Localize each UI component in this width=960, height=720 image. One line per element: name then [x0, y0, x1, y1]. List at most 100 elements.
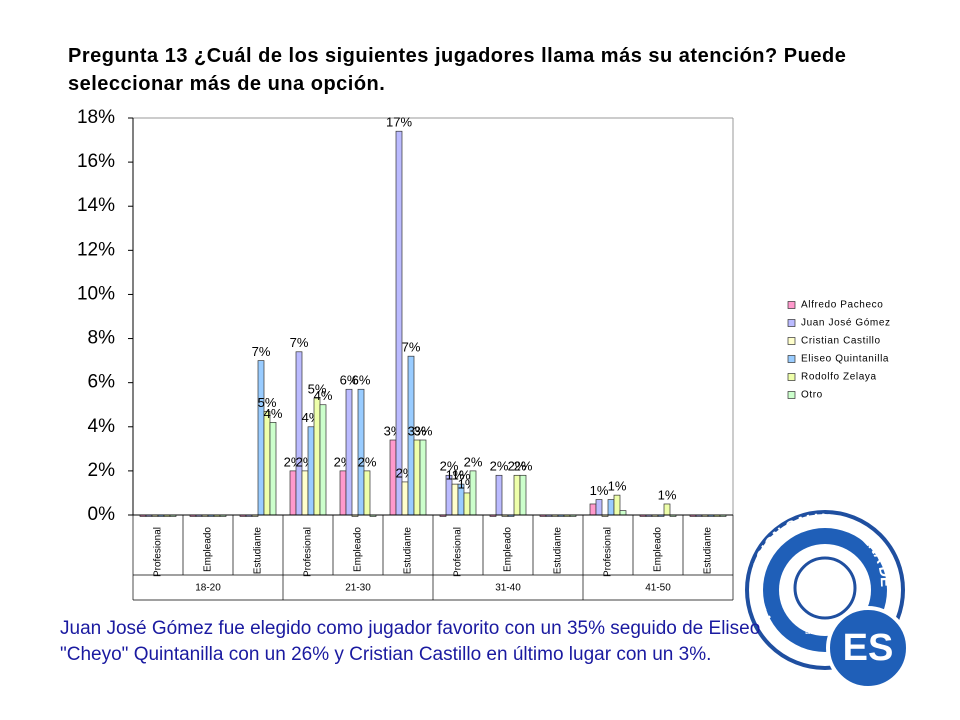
bar: [463, 492, 471, 516]
data-label: 1%: [452, 468, 471, 483]
bar: [595, 499, 603, 516]
bar: [513, 474, 521, 516]
data-label: 1%: [446, 468, 465, 483]
legend-label: Eliseo Quintanilla: [801, 354, 889, 365]
logo-ring-text: FEDERACION SALVADOREÑA DE FUTBOL: [0, 0, 894, 625]
group-label: 31-40: [495, 583, 521, 594]
group-label: 18-20: [195, 583, 221, 594]
legend-box: [780, 293, 910, 409]
y-tick-label: 10%: [77, 283, 115, 304]
y-tick-label: 2%: [88, 460, 116, 481]
bar: [313, 397, 321, 516]
data-label: 4%: [314, 388, 333, 403]
x-tick-label: Profesional: [153, 527, 164, 577]
bar: [301, 470, 309, 516]
x-tick-label: Empleado: [203, 527, 214, 572]
bar: [339, 470, 347, 516]
y-tick-label: 4%: [88, 416, 116, 437]
data-label: 2%: [490, 459, 509, 474]
data-label: 2%: [508, 459, 527, 474]
data-label: 7%: [252, 344, 271, 359]
data-label: 2%: [358, 454, 377, 469]
bar: [589, 503, 597, 516]
data-label: 2%: [514, 459, 533, 474]
legend-label: Cristian Castillo: [801, 336, 881, 347]
logo-ball: [793, 556, 857, 620]
data-label: 2%: [464, 454, 483, 469]
x-tick-label: Estudiante: [403, 527, 414, 575]
logo-initials: ES: [843, 627, 894, 669]
data-label: 6%: [340, 373, 359, 388]
data-label: 5%: [308, 382, 327, 397]
data-label: 1%: [608, 479, 627, 494]
bar: [401, 481, 409, 516]
legend-label: Juan José Gómez: [801, 318, 891, 329]
legend-swatch: [787, 337, 796, 345]
chart-title: Pregunta 13 ¿Cuál de los siguientes juga…: [68, 45, 847, 95]
bar: [613, 494, 621, 516]
y-tick-label: 18%: [77, 107, 115, 128]
y-tick-label: 12%: [77, 239, 115, 260]
data-label: 4%: [264, 406, 283, 421]
data-label: 1%: [658, 487, 677, 502]
bar: [345, 388, 353, 516]
bar: [307, 426, 315, 516]
x-tick-label: Estudiante: [553, 527, 564, 575]
legend-swatch: [787, 391, 796, 399]
bar: [257, 360, 265, 516]
bar: [269, 422, 277, 516]
bar: [319, 404, 327, 516]
x-tick-label: Estudiante: [703, 527, 714, 575]
y-tick-label: 8%: [88, 328, 116, 349]
legend-swatch: [787, 319, 796, 327]
logo: FEDERACION SALVADOREÑA DE FUTBOL EL SALV…: [0, 0, 910, 690]
bar: [295, 351, 303, 516]
data-label: 1%: [590, 483, 609, 498]
data-label: 3%: [414, 423, 433, 438]
y-tick-label: 14%: [77, 195, 115, 216]
y-tick-label: 16%: [77, 151, 115, 172]
legend-swatch: [787, 301, 796, 309]
legend-label: Rodolfo Zelaya: [801, 372, 877, 383]
bar: [607, 499, 615, 516]
y-tick-label: 6%: [88, 372, 116, 393]
data-label: 6%: [352, 373, 371, 388]
data-label: 3%: [408, 423, 427, 438]
bar: [395, 130, 403, 516]
legend-label: Otro: [801, 390, 823, 401]
data-label: 17%: [386, 115, 412, 130]
logo-ring-path: FEDERACION SALVADOREÑA DE FUTBOL: [0, 0, 894, 625]
bar: [363, 470, 371, 516]
bar: [663, 503, 671, 516]
bar: [469, 470, 477, 516]
data-label: 5%: [258, 395, 277, 410]
data-label: 7%: [290, 335, 309, 350]
bar: [519, 474, 527, 516]
bar: [495, 474, 503, 516]
bar: [413, 439, 421, 516]
data-label: 7%: [402, 340, 421, 355]
x-tick-label: Estudiante: [253, 527, 264, 575]
legend-label: Alfredo Pacheco: [801, 300, 883, 311]
caption: Juan José Gómez fue elegido como jugador…: [60, 618, 761, 665]
x-tick-label: Empleado: [653, 527, 664, 572]
x-tick-label: Empleado: [353, 527, 364, 572]
data-label: 2%: [440, 459, 459, 474]
logo-badge: [826, 606, 910, 690]
legend-swatch: [787, 373, 796, 381]
bar: [357, 388, 365, 516]
bar: [289, 470, 297, 516]
x-tick-label: Profesional: [453, 527, 464, 577]
group-label: 21-30: [345, 583, 371, 594]
x-tick-label: Profesional: [603, 527, 614, 577]
x-tick-label: Profesional: [303, 527, 314, 577]
group-label: 41-50: [645, 583, 671, 594]
y-tick-label: 0%: [88, 504, 116, 525]
bar: [419, 439, 427, 516]
legend-swatch: [787, 355, 796, 363]
bar: [263, 410, 271, 516]
x-tick-label: Empleado: [503, 527, 514, 572]
bar: [619, 510, 627, 516]
